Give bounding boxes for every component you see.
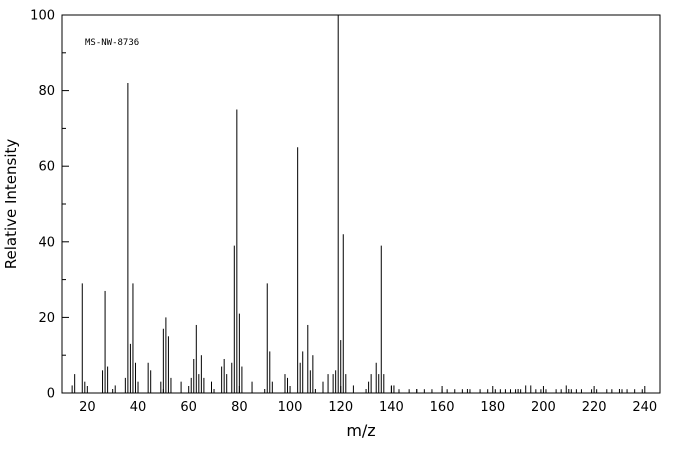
peaks-group (71, 15, 643, 393)
y-tick-label: 60 (38, 160, 55, 175)
axes-group: 20 40 60 80 100 120 140 160 180 200 220 240 0 20 40 60 8… (30, 9, 661, 415)
y-tick-label: 100 (30, 9, 55, 24)
x-tick-label: 120 (328, 400, 353, 415)
x-tick-label: 140 (379, 400, 404, 415)
spectrum-id-annotation: MS-NW-8736 (85, 38, 139, 48)
y-tick-label: 0 (47, 387, 55, 402)
plot-frame (61, 14, 661, 394)
x-tick-label: 160 (430, 400, 455, 415)
x-tick-label: 180 (480, 400, 505, 415)
x-tick-label: 200 (531, 400, 556, 415)
y-tick-label: 20 (38, 311, 55, 326)
y-tick-label: 80 (38, 84, 55, 99)
x-tick-label: 40 (130, 400, 147, 415)
x-tick-label: 240 (632, 400, 657, 415)
x-tick-label: 80 (231, 400, 248, 415)
x-tick-label: 60 (180, 400, 197, 415)
x-axis-label: m/z (346, 421, 375, 440)
y-axis-label: Relative Intensity (2, 139, 20, 270)
x-tick-label: 20 (79, 400, 96, 415)
x-tick-label: 220 (582, 400, 607, 415)
y-tick-label: 40 (38, 235, 55, 250)
x-tick-label: 100 (278, 400, 303, 415)
